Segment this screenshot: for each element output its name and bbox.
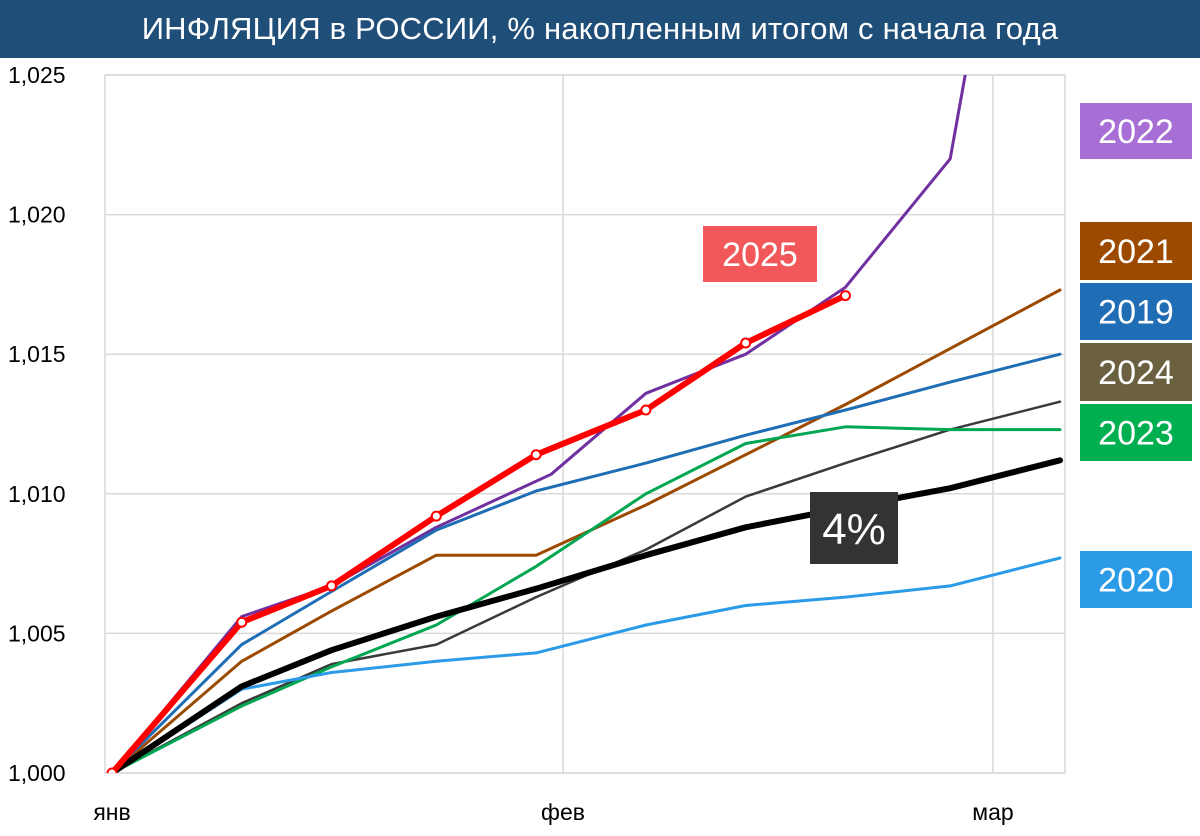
series-point-2025 bbox=[236, 616, 248, 628]
legend-box-2020 bbox=[1080, 551, 1192, 608]
series-point-2025 bbox=[839, 290, 851, 302]
series-line-2019 bbox=[110, 352, 1062, 773]
plot-border bbox=[104, 74, 1066, 774]
legend-label-2023: 2023 bbox=[1098, 415, 1174, 453]
series-point-2025 bbox=[430, 510, 442, 522]
series-layer bbox=[106, 75, 1063, 773]
annotation-box-1 bbox=[810, 492, 898, 564]
y-tick-label: 1,020 bbox=[8, 202, 66, 228]
series-point-2025 bbox=[740, 337, 752, 349]
series-point-2025 bbox=[530, 449, 542, 461]
y-tick-label: 1,010 bbox=[8, 481, 66, 507]
legend-box-2024 bbox=[1080, 343, 1192, 401]
grid-layer bbox=[104, 74, 1066, 774]
legend-box-2019 bbox=[1080, 283, 1192, 340]
axis-layer: 1,000 1,005 1,010 1,015 1,020 1,025 янв фев мар bbox=[8, 62, 1014, 825]
series-line-2023 bbox=[110, 425, 1062, 773]
y-tick-label: 1,015 bbox=[8, 341, 66, 367]
legend-label-2022: 2022 bbox=[1098, 113, 1174, 151]
annotation-label-1: 4% bbox=[822, 505, 886, 554]
annotation-label-0: 2025 bbox=[722, 236, 798, 274]
legend-box-2021 bbox=[1080, 222, 1192, 280]
legend-label-2019: 2019 bbox=[1098, 294, 1174, 332]
x-tick-label: янв bbox=[93, 799, 130, 825]
series-line-2024 bbox=[110, 400, 1062, 773]
series-point-2025 bbox=[106, 767, 118, 773]
y-tick-label: 1,025 bbox=[8, 62, 66, 88]
chart-title: ИНФЛЯЦИЯ в РОССИИ, % накопленным итогом … bbox=[0, 0, 1200, 58]
legend-label-2021: 2021 bbox=[1098, 233, 1174, 271]
x-tick-label: мар bbox=[972, 799, 1013, 825]
x-tick-label: фев bbox=[541, 799, 585, 825]
legend-label-2020: 2020 bbox=[1098, 562, 1174, 600]
annotation-box-0 bbox=[703, 226, 817, 282]
series-line-2025 bbox=[109, 292, 849, 773]
series-point-2025 bbox=[326, 580, 338, 592]
legend-label-2024: 2024 bbox=[1098, 354, 1174, 392]
y-tick-label: 1,005 bbox=[8, 620, 66, 646]
legend-box-2023 bbox=[1080, 404, 1192, 461]
series-point-2025 bbox=[640, 404, 652, 416]
label-layer: 2022 2021 2019 2024 2023 2020 2025 4% bbox=[703, 103, 1192, 608]
legend-box-2022 bbox=[1080, 103, 1192, 159]
series-line-2022 bbox=[110, 75, 967, 773]
y-tick-label: 1,000 bbox=[8, 760, 66, 786]
series-line-2020 bbox=[110, 556, 1062, 773]
